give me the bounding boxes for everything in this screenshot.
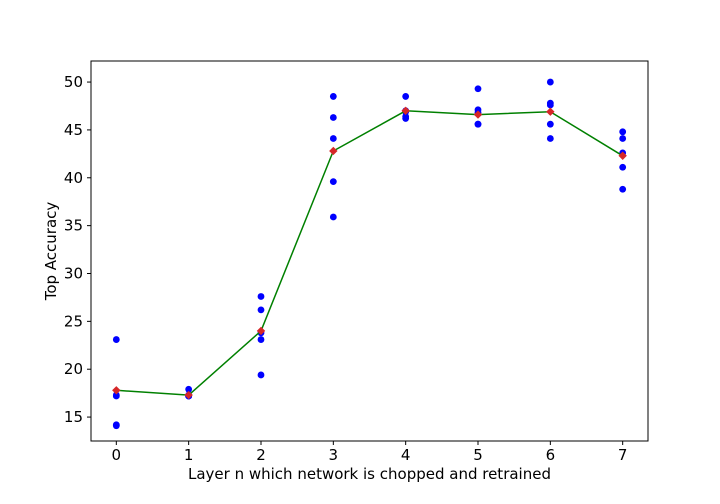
data-point: [329, 178, 337, 186]
y-tick-label: 35: [64, 217, 83, 235]
mean-marker: [618, 151, 627, 160]
data-point: [257, 306, 265, 314]
data-point: [257, 293, 265, 300]
data-point: [402, 93, 410, 100]
x-tick-label: 7: [618, 446, 628, 464]
data-point: [546, 78, 554, 86]
mean-marker: [112, 386, 121, 395]
data-point: [619, 135, 627, 142]
x-axis-label: Layer n which network is chopped and ret…: [188, 465, 551, 483]
plot-frame: [90, 60, 649, 442]
data-point: [185, 385, 193, 393]
data-point: [329, 114, 337, 121]
mean-marker: [184, 390, 193, 400]
x-tick-label: 1: [184, 446, 194, 464]
data-point: [329, 135, 337, 142]
y-tick-label: 20: [64, 360, 83, 378]
x-tick-label: 3: [329, 446, 339, 464]
x-tick-label: 5: [473, 446, 483, 464]
y-tick-label: 15: [64, 408, 83, 426]
data-point: [474, 120, 482, 128]
data-point: [329, 213, 337, 221]
data-point: [619, 185, 627, 193]
mean-line: [116, 110, 624, 396]
mean-marker: [546, 107, 555, 116]
x-tick-label: 4: [401, 446, 411, 464]
data-point: [112, 336, 120, 343]
y-tick-label: 40: [64, 169, 83, 187]
y-tick-label: 25: [64, 312, 83, 330]
mean-marker: [473, 110, 483, 119]
data-point: [112, 392, 120, 400]
y-tick-label: 30: [64, 264, 83, 282]
data-point: [257, 371, 265, 379]
data-point: [257, 336, 265, 343]
x-tick-label: 0: [112, 446, 122, 464]
mean-marker: [401, 106, 410, 115]
plot-area: [112, 78, 627, 430]
data-point: [329, 93, 337, 100]
mean-marker: [256, 326, 266, 336]
data-point: [546, 120, 554, 128]
data-point: [619, 163, 627, 171]
y-tick-label: 45: [64, 121, 83, 139]
mean-marker: [329, 146, 338, 156]
data-point: [402, 115, 410, 122]
data-point: [546, 101, 554, 109]
data-point: [546, 135, 554, 142]
y-tick-label: 50: [64, 73, 83, 91]
x-tick-label: 6: [546, 446, 556, 464]
data-point: [474, 85, 482, 93]
x-tick-label: 2: [256, 446, 266, 464]
y-axis-label: Top Accuracy: [42, 202, 60, 302]
data-point: [112, 422, 120, 430]
data-point: [619, 128, 627, 136]
